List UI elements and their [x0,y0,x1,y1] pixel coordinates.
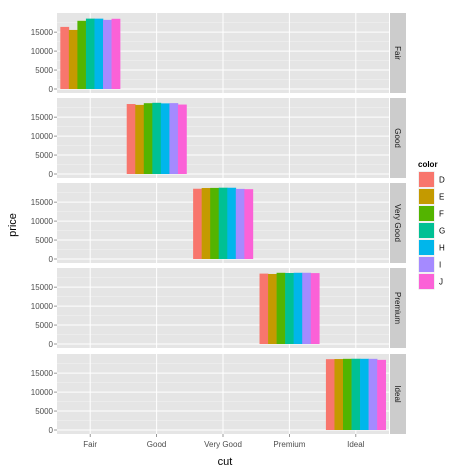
y-tick-label: 0 [49,426,54,435]
bar-ideal-e [334,359,344,430]
facet-panel: 0 5000 10000 15000 Fair [31,13,406,94]
bar-premium-i [302,272,312,344]
x-tick-label: Very Good [204,440,242,449]
bar-very-good-i [235,188,245,259]
bar-good-d [126,104,136,174]
legend-key-d [419,172,434,187]
bar-very-good-d [193,188,202,259]
bar-good-j [177,104,187,174]
facet-panel: 0 5000 10000 15000 Very Good [31,183,406,264]
bar-fair-f [77,20,87,90]
bar-premium-j [310,273,320,344]
facet-strip [390,183,406,263]
facet-panel: 0 5000 10000 15000 Ideal [31,354,406,435]
bar-good-h [160,103,170,174]
x-axis-title: cut [218,456,233,468]
x-tick-label: Premium [273,440,305,449]
bar-premium-g [285,272,294,344]
bar-fair-h [94,18,104,89]
y-tick-label: 0 [49,170,54,179]
y-tick-label: 5000 [35,236,53,245]
facet-strip [390,13,406,93]
legend-key-h [419,240,434,255]
bar-ideal-f [342,358,352,430]
bar-good-g [152,102,162,174]
bar-fair-d [60,26,70,89]
y-tick-label: 10000 [31,217,54,226]
bar-good-e [135,104,145,174]
bar-fair-j [111,18,121,89]
y-tick-label: 15000 [31,283,54,292]
bar-premium-f [276,272,286,344]
facet-strip-label: Ideal [393,385,402,403]
legend-label-h: H [439,244,445,253]
y-tick-label: 5000 [35,66,53,75]
facet-strip [390,354,406,434]
legend-key-f [419,206,434,221]
facet-strip-label: Premium [393,292,402,324]
y-tick-label: 5000 [35,407,53,416]
legend-key-g [419,223,434,238]
y-tick-label: 15000 [31,198,54,207]
x-tick-label: Ideal [347,440,365,449]
bar-fair-i [103,19,112,89]
bar-good-i [169,103,179,174]
bar-very-good-h [227,187,237,259]
legend-title: color [418,160,438,169]
x-axis: Fair Good Very Good Premium Ideal [83,434,365,449]
y-tick-label: 15000 [31,28,54,37]
y-tick-label: 10000 [31,388,54,397]
y-tick-label: 10000 [31,302,54,311]
bar-very-good-g [218,187,228,259]
legend-key-j [419,274,434,289]
facet-strip-label: Good [393,128,402,148]
y-tick-label: 0 [49,340,54,349]
facet-strip-label: Fair [393,46,402,60]
facet-panels: 0 5000 10000 15000 Fair 0 5000 10000 15000 Good 0 5… [31,13,406,435]
y-tick-label: 5000 [35,151,53,160]
legend-key-e [419,189,434,204]
bar-ideal-d [325,359,335,430]
bar-very-good-j [244,189,254,259]
legend-label-f: F [439,210,444,219]
y-tick-label: 15000 [31,369,54,378]
bar-premium-d [259,273,269,344]
bar-fair-g [85,18,95,89]
facet-strip [390,268,406,348]
bar-ideal-g [351,358,361,430]
bar-fair-e [68,29,78,90]
y-tick-label: 0 [49,255,54,264]
y-tick-label: 10000 [31,132,54,141]
legend-label-g: G [439,227,445,236]
legend-label-i: I [439,261,441,270]
y-tick-label: 10000 [31,47,54,56]
legend-label-d: D [439,176,445,185]
facet-strip-label: Very Good [393,204,402,242]
facet-panel: 0 5000 10000 15000 Premium [31,268,406,349]
bar-very-good-f [210,187,220,259]
y-tick-label: 15000 [31,113,54,122]
legend-key-i [419,257,434,272]
legend-label-j: J [439,278,443,287]
bar-ideal-j [377,359,386,430]
bar-good-f [143,103,153,174]
legend-label-e: E [439,193,444,202]
facet-panel: 0 5000 10000 15000 Good [31,98,406,179]
bar-very-good-e [201,188,211,259]
bar-ideal-h [360,358,369,430]
bar-premium-h [293,272,303,344]
x-tick-label: Good [147,440,167,449]
y-tick-label: 5000 [35,321,53,330]
x-tick-label: Fair [83,440,97,449]
facet-strip [390,98,406,178]
bar-ideal-i [368,358,378,430]
y-axis-title: price [7,213,19,237]
bar-premium-e [268,273,277,344]
y-tick-label: 0 [49,85,54,94]
